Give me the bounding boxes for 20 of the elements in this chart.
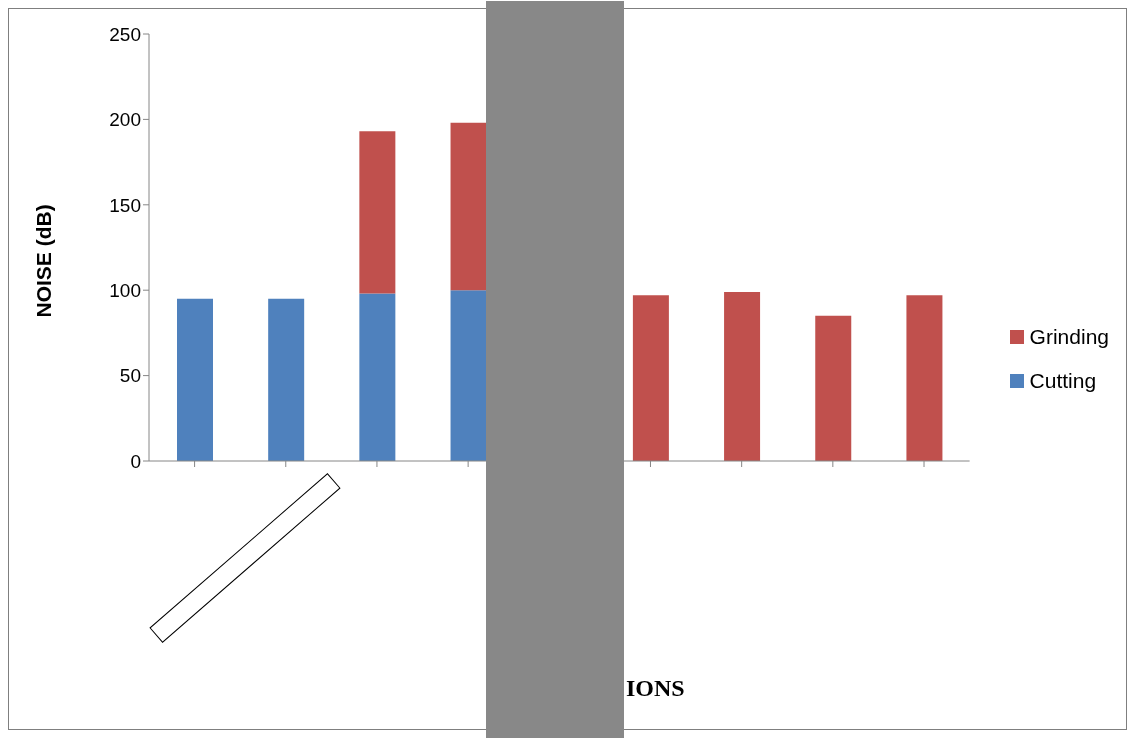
y-tick-label: 100 [109,279,141,301]
bar [177,298,213,461]
y-tick-label: 200 [109,109,141,131]
bar [906,295,943,461]
bar [724,291,761,461]
text: IONS [626,675,685,702]
y-axis-title: NOISE (dB) [32,204,56,318]
bar [815,315,852,461]
legend-label: Cutting [1029,369,1097,393]
y-tick-label: 0 [130,450,141,472]
bar [450,122,487,291]
bar [632,295,669,461]
bar [359,293,396,461]
bar [450,290,487,461]
y-tick-label: 50 [119,365,141,387]
bar [359,131,396,294]
bar [268,298,305,461]
y-tick-label: 250 [109,23,141,45]
y-tick-label: 150 [109,194,141,216]
legend-label: Grinding [1029,325,1109,349]
